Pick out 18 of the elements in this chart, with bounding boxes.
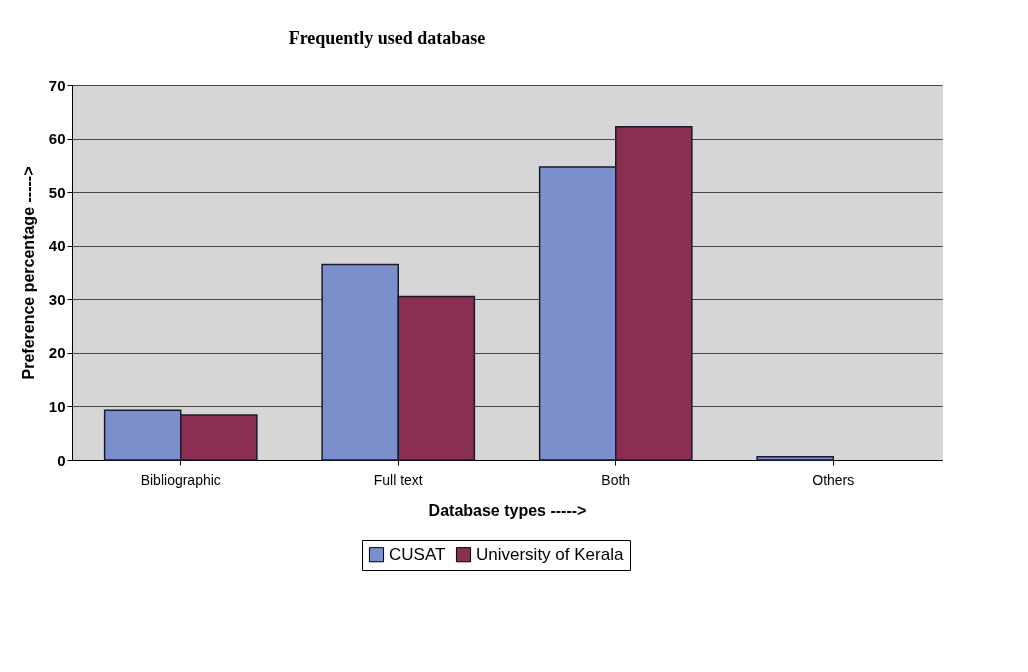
y-tick-label: 60 bbox=[48, 130, 66, 148]
y-tick-label: 10 bbox=[48, 397, 66, 415]
legend-label: CUSAT bbox=[389, 544, 446, 564]
y-tick-label: 70 bbox=[48, 76, 66, 94]
y-tick-label: 30 bbox=[48, 290, 66, 308]
y-tick-label: 40 bbox=[48, 237, 66, 255]
chart-title: Frequently used database bbox=[288, 28, 486, 48]
y-tick-label: 50 bbox=[48, 183, 66, 201]
x-axis-title: Database types -----> bbox=[428, 501, 587, 519]
y-tick-label: 20 bbox=[48, 344, 66, 362]
legend-label: University of Kerala bbox=[476, 544, 624, 564]
x-tick-label: Bibliographic bbox=[140, 471, 221, 488]
bar bbox=[756, 456, 834, 461]
y-tick-label: 0 bbox=[57, 451, 66, 469]
x-tick-label: Full text bbox=[373, 471, 423, 488]
x-tick-label: Others bbox=[812, 471, 855, 488]
y-axis-title: Preference percentage -----> bbox=[19, 166, 37, 380]
x-tick-label: Both bbox=[601, 471, 631, 488]
